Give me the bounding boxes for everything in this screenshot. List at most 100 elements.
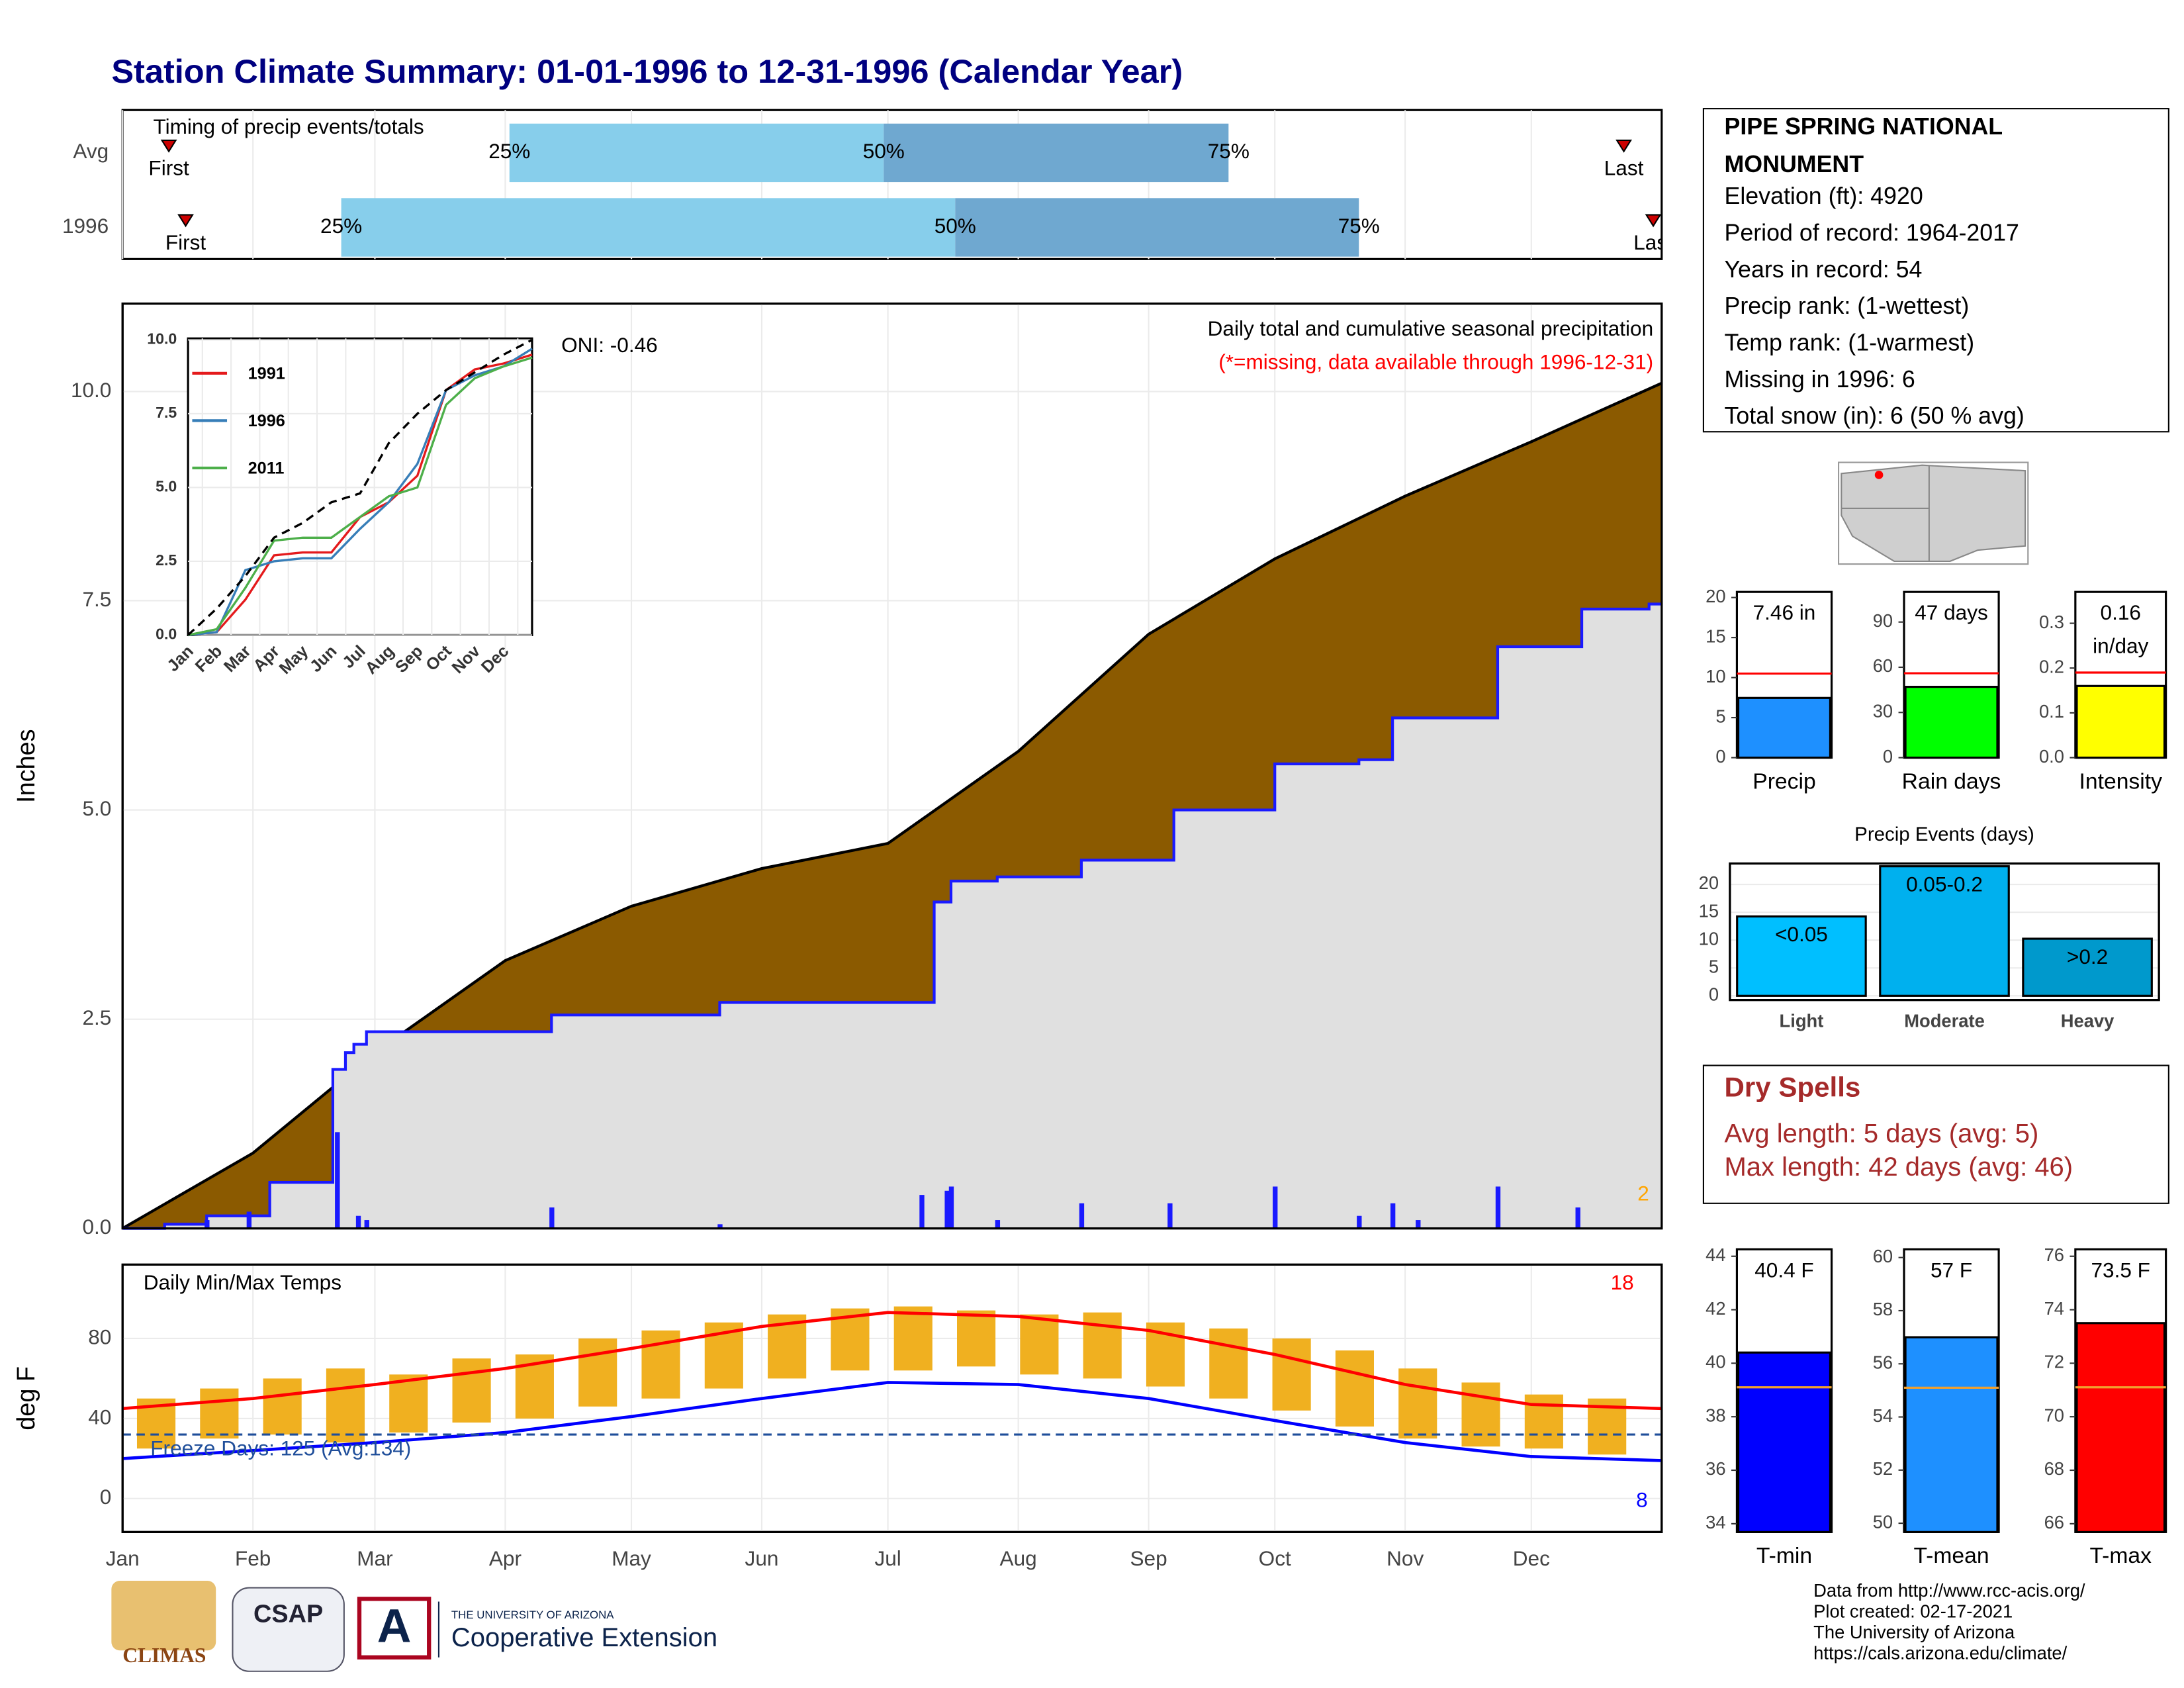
x-tick-label: May (612, 1546, 651, 1570)
y-tick-label: 10 (1699, 928, 1719, 949)
daily-bar (1273, 1186, 1278, 1229)
station-line: Period of record: 1964-2017 (1724, 220, 2019, 246)
x-tick-label: Moderate (1904, 1011, 1985, 1031)
chart-title: Precip Events (days) (1854, 823, 2034, 845)
quartile-label: 50% (863, 139, 905, 163)
quartile-label: 75% (1208, 139, 1250, 163)
value-label: 73.5 F (2091, 1258, 2150, 1282)
station-line: Precip rank: (1-wettest) (1724, 293, 1969, 319)
station-name: MONUMENT (1724, 151, 1864, 177)
daily-bar (1167, 1203, 1173, 1229)
temp-range-bar (957, 1310, 996, 1367)
temp-range-bar (200, 1388, 239, 1439)
daily-bar (995, 1220, 1001, 1229)
y-tick-label: 36 (1706, 1458, 1725, 1479)
y-tick-label: 0 (1883, 746, 1893, 767)
y-tick-label: 76 (2044, 1244, 2064, 1265)
daily-bar (1390, 1203, 1396, 1229)
daily-bar (246, 1211, 252, 1229)
annotation: Freeze Days: 125 (Avg:134) (150, 1436, 411, 1460)
station-location (1874, 471, 1884, 479)
annotation: Daily total and cumulative seasonal prec… (1208, 316, 1653, 340)
category-label: T-min (1756, 1544, 1812, 1568)
x-tick-label: Nov (1387, 1546, 1424, 1570)
daily-bar (948, 1186, 954, 1229)
bar (1737, 696, 1832, 759)
normal-line (122, 1311, 1662, 1411)
quartile-label: 25% (320, 214, 362, 238)
unit-label: in/day (2093, 634, 2148, 658)
legend-label: 1996 (248, 412, 285, 430)
y-tick-label: 0.3 (2039, 612, 2064, 632)
bar (2075, 684, 2166, 759)
y-tick-label: 7.5 (156, 404, 177, 421)
logo-shape (111, 1580, 216, 1651)
y-tick-label: 50 (1873, 1511, 1893, 1532)
dry-spells-line: Max length: 42 days (avg: 46) (1724, 1152, 2073, 1182)
event-marker (160, 139, 177, 153)
bar (2075, 1322, 2166, 1533)
y-tick-label: 74 (2044, 1298, 2064, 1319)
event-label: First (165, 230, 206, 254)
temp-range-bar (1020, 1314, 1059, 1375)
value-label: >0.2 (2067, 945, 2108, 968)
y-tick-label: 38 (1706, 1405, 1725, 1425)
y-tick-label: 60 (1873, 1246, 1893, 1266)
temp-range-bar (1461, 1382, 1500, 1447)
daily-bar (355, 1215, 361, 1229)
credit: Data from http://www.rcc-acis.org/ (1813, 1580, 2085, 1601)
temp-range-bar (389, 1374, 428, 1433)
station-box (1702, 108, 2169, 433)
bar (1904, 685, 1999, 759)
category-label: T-mean (1913, 1544, 1989, 1568)
temp-range-bar (578, 1338, 617, 1407)
logo-text: CSAP (253, 1601, 323, 1628)
plot-frame (121, 303, 1663, 1230)
dry-spells-line: Avg length: 5 days (avg: 5) (1724, 1119, 2038, 1148)
category-label: Rain days (1902, 769, 2001, 794)
annotation: 18 (1611, 1270, 1634, 1294)
category-label: T-max (2089, 1544, 2152, 1568)
annotation: (*=missing, data available through 1996-… (1218, 350, 1653, 373)
y-tick-label: 10.0 (147, 330, 177, 348)
value-label: 0.05-0.2 (1906, 872, 1983, 896)
temp-range-bar (1272, 1338, 1311, 1411)
annotation: ONI: -0.46 (561, 333, 658, 357)
cumulative-line (122, 602, 1662, 1230)
category-label: Precip (1752, 769, 1815, 794)
row-label: Avg (73, 139, 109, 163)
y-tick-label: 44 (1706, 1244, 1725, 1265)
page-title: Station Climate Summary: 01-01-1996 to 1… (111, 52, 1183, 90)
x-tick-label: Jun (745, 1546, 779, 1570)
logo-text: Cooperative Extension (451, 1623, 717, 1652)
normal-line (122, 1381, 1662, 1462)
daily-bar (944, 1190, 950, 1229)
event-marker (177, 214, 194, 228)
station-line: Elevation (ft): 4920 (1724, 183, 1923, 209)
daily-bar (1416, 1220, 1421, 1229)
bar (2022, 937, 2153, 997)
value-label: 7.46 in (1753, 600, 1816, 624)
y-tick-label: 0.2 (2039, 656, 2064, 677)
range-bar (884, 123, 1229, 183)
y-tick-label: 15 (1706, 626, 1725, 646)
range-bar (341, 198, 956, 257)
y-tick-label: 34 (1706, 1512, 1725, 1532)
daily-bar (1357, 1215, 1362, 1229)
logo-shape (357, 1597, 432, 1660)
daily-bar (919, 1195, 925, 1229)
y-axis-label: Inches (13, 729, 40, 803)
annotation: 2 (1637, 1182, 1649, 1205)
y-tick-label: 0.0 (156, 626, 177, 643)
temp-range-bar (1398, 1368, 1437, 1439)
annotation: 8 (1636, 1487, 1648, 1511)
y-tick-label: 0.1 (2039, 701, 2064, 722)
temp-range-bar (893, 1306, 933, 1371)
series-line (187, 338, 533, 636)
plot-frame (1729, 862, 2160, 1002)
y-tick-label: 20 (1699, 872, 1719, 893)
daily-bar (364, 1220, 369, 1229)
x-tick-label: Light (1780, 1011, 1824, 1031)
temp-range-bar (1335, 1350, 1375, 1427)
y-tick-label: 66 (2044, 1512, 2064, 1532)
